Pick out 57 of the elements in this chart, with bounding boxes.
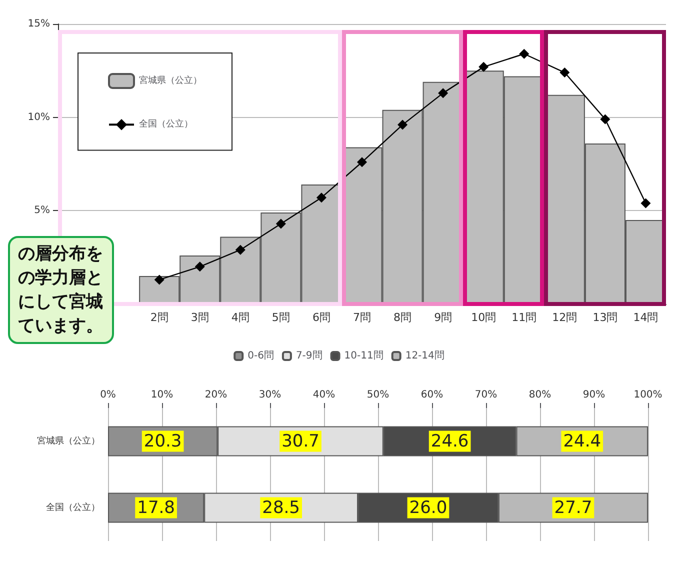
point: [276, 218, 286, 229]
y-tick-label: 15%: [28, 18, 50, 30]
legend-label: 全国（公立）: [139, 118, 193, 130]
x-tick-label: 8問: [394, 311, 412, 324]
legend-label: 10-11問: [344, 350, 384, 362]
x-tick-label: 11問: [512, 311, 537, 324]
data-label: 24.6: [430, 431, 469, 452]
point: [398, 120, 408, 130]
x-tick-label: 30%: [258, 390, 282, 400]
data-label: 24.4: [563, 431, 602, 452]
point: [600, 114, 610, 124]
x-tick-label: 20%: [204, 390, 228, 400]
annotation: の層分布をの学力層とにして宮城ています。: [18, 243, 104, 338]
x-tick-label: 5問: [272, 311, 290, 324]
point: [478, 62, 489, 72]
x-tick-label: 9問: [434, 311, 452, 324]
x-tick-label: 100%: [634, 390, 662, 400]
legend-label: 0-6問: [248, 350, 274, 362]
x-tick-label: 60%: [420, 390, 444, 400]
point: [640, 198, 651, 208]
point: [316, 192, 326, 203]
x-tick-label: 7問: [353, 311, 371, 324]
x-tick-label: 0%: [100, 390, 116, 400]
point: [154, 274, 164, 285]
data-label: 27.7: [554, 498, 592, 518]
x-tick-label: 6問: [312, 311, 330, 324]
x-tick-label: 70%: [474, 390, 498, 400]
point: [560, 68, 570, 78]
x-tick-label: 12問: [552, 311, 578, 324]
x-tick-label: 40%: [312, 390, 336, 400]
x-tick-label: 90%: [582, 390, 606, 400]
legend-label: 7-9問: [296, 350, 322, 362]
x-tick-label: 80%: [528, 390, 552, 400]
point: [194, 262, 205, 272]
x-tick-label: 50%: [366, 390, 390, 400]
x-tick-label: 10%: [150, 390, 174, 400]
data-label: 30.7: [282, 431, 320, 452]
speech-bubble: の層分布をの学力層とにして宮城ています。: [8, 236, 114, 344]
data-label: 28.5: [262, 498, 300, 518]
y-tick-label: 5%: [34, 205, 50, 216]
x-tick-label: 10問: [471, 311, 496, 324]
legend-label: 宮城県（公立）: [139, 75, 202, 86]
data-label: 26.0: [409, 498, 448, 518]
legend-label: 12-14問: [405, 350, 444, 362]
point: [438, 88, 448, 98]
point: [235, 244, 246, 255]
x-tick-label: 13問: [592, 311, 618, 324]
x-tick-label: 2問: [150, 311, 168, 324]
point: [519, 48, 530, 59]
y-tick-label: 10%: [28, 112, 50, 123]
data-label: 20.3: [144, 431, 182, 452]
x-tick-label: 14問: [633, 311, 658, 324]
y-tick-label: 宮城県（公立）: [37, 435, 100, 446]
data-label: 17.8: [137, 498, 175, 518]
point: [357, 157, 367, 168]
x-tick-label: 4問: [231, 311, 250, 324]
x-tick-label: 3問: [190, 311, 209, 324]
